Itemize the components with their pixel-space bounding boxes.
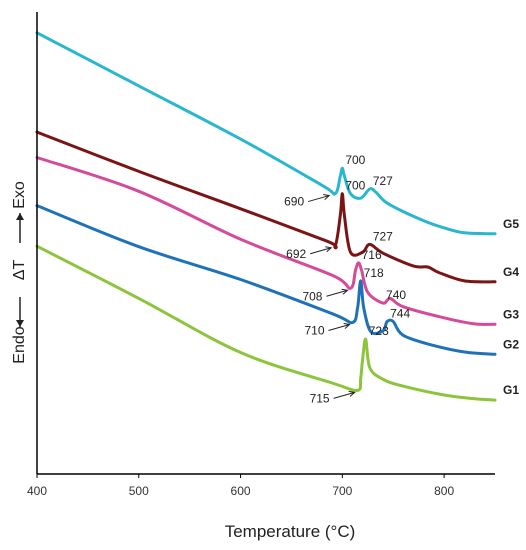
annotation-label: 715 xyxy=(310,391,330,405)
series-label-g3: G3 xyxy=(503,307,519,321)
annotation-label: 690 xyxy=(284,195,304,209)
annotation-arrowhead xyxy=(341,288,349,295)
right-arrow-icon xyxy=(16,213,24,243)
x-tick-label: 700 xyxy=(332,484,352,498)
x-tick-labels: 400 500 600 700 800 xyxy=(27,474,454,498)
series-line-g1 xyxy=(35,244,497,402)
annotation-arrow xyxy=(328,323,350,331)
series-line-g5 xyxy=(35,31,497,236)
annotation-label: 708 xyxy=(302,289,322,303)
annotation-label: 710 xyxy=(304,323,324,337)
annotation-arrowhead xyxy=(323,194,331,200)
x-axis-title: Temperature (°C) xyxy=(225,522,356,541)
annotation-arrow xyxy=(308,195,330,203)
series-labels-layer: G5 G4 G3 G2 G1 xyxy=(503,217,519,397)
annotation-arrow xyxy=(310,247,332,255)
y-axis-title: Endo ΔT Exo xyxy=(11,181,28,364)
annotations-layer: 700 727 690 700 727 692 716 740 708 718 744 710 723 7… xyxy=(284,153,410,405)
x-tick-label: 400 xyxy=(27,484,47,498)
series-line-g4 xyxy=(35,130,497,284)
x-tick-label: 500 xyxy=(129,484,149,498)
series-label-g5: G5 xyxy=(503,217,519,231)
annotation-arrowhead xyxy=(325,246,333,253)
series-label-g4: G4 xyxy=(503,265,519,279)
annotation-arrowhead xyxy=(343,322,351,329)
annotation-arrow xyxy=(326,289,348,297)
annotation-label: 723 xyxy=(369,324,389,338)
annotation-label: 700 xyxy=(345,179,365,193)
y-axis-label-delta-t: ΔT xyxy=(11,260,28,281)
x-tick-label: 800 xyxy=(434,484,454,498)
annotation-label: 744 xyxy=(390,307,410,321)
annotation-label: 718 xyxy=(364,266,384,280)
y-axis-label-endo: Endo xyxy=(11,326,28,363)
y-axis-label-exo: Exo xyxy=(11,181,28,209)
curves-layer xyxy=(35,31,497,402)
annotation-label: 727 xyxy=(373,229,393,243)
annotation-arrowhead xyxy=(348,390,356,397)
left-arrow-icon xyxy=(16,297,24,327)
annotation-label: 700 xyxy=(345,153,365,167)
annotation-arrow xyxy=(333,391,355,399)
annotation-label: 692 xyxy=(286,247,306,261)
annotation-label: 727 xyxy=(373,174,393,188)
series-label-g2: G2 xyxy=(503,337,519,351)
series-line-g2 xyxy=(35,204,497,356)
annotation-label: 716 xyxy=(362,248,382,262)
series-label-g1: G1 xyxy=(503,383,519,397)
series-line-g3 xyxy=(35,156,497,326)
x-tick-label: 600 xyxy=(231,484,251,498)
annotation-label: 740 xyxy=(386,288,406,302)
